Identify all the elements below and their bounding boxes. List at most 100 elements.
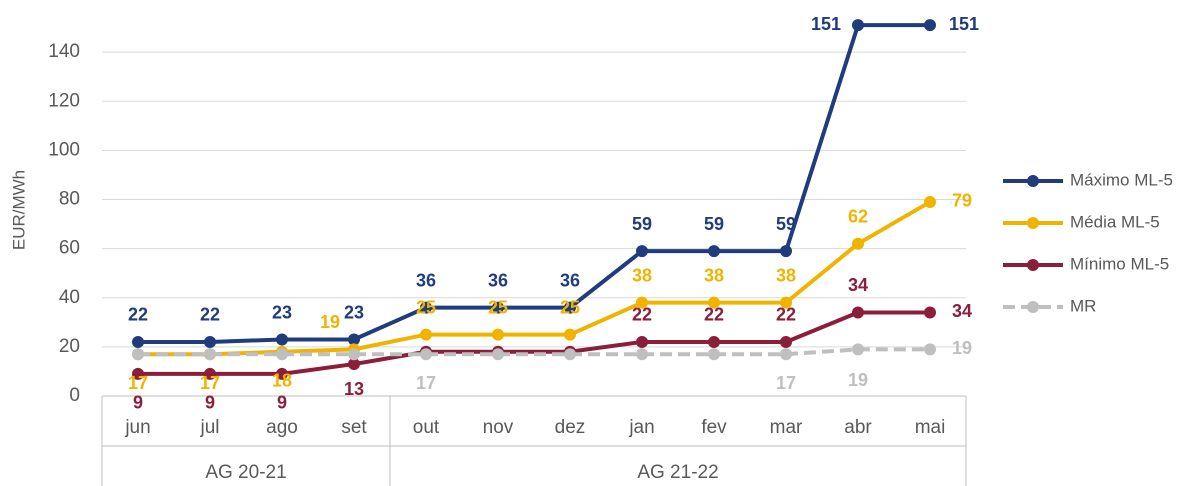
data-label: 23 bbox=[344, 302, 364, 322]
data-label: 17 bbox=[416, 373, 436, 393]
legend-marker bbox=[1027, 217, 1039, 229]
data-point bbox=[780, 335, 792, 348]
data-point bbox=[636, 245, 648, 258]
data-point bbox=[276, 348, 288, 361]
data-point bbox=[708, 296, 720, 309]
data-label: 9 bbox=[277, 393, 287, 413]
series-line bbox=[138, 310, 930, 376]
legend-marker bbox=[1027, 259, 1039, 271]
data-label: 36 bbox=[416, 270, 436, 290]
x-tick-label: mai bbox=[915, 417, 946, 438]
data-point bbox=[492, 301, 504, 314]
data-point bbox=[780, 296, 792, 309]
data-point bbox=[276, 367, 288, 380]
x-tick-label: jun bbox=[124, 417, 150, 438]
data-point bbox=[924, 19, 936, 32]
group-label: AG 21-22 bbox=[637, 462, 718, 483]
data-label: 25 bbox=[488, 297, 508, 317]
x-tick-label: mar bbox=[770, 417, 803, 438]
x-tick-label: fev bbox=[701, 417, 727, 438]
data-point bbox=[132, 367, 144, 380]
data-point bbox=[204, 348, 216, 361]
data-point bbox=[492, 348, 504, 361]
data-point bbox=[852, 306, 864, 319]
data-point bbox=[924, 306, 936, 319]
y-tick-label: 20 bbox=[59, 336, 80, 357]
data-label: 34 bbox=[848, 275, 868, 295]
data-point bbox=[132, 348, 144, 361]
data-label: 151 bbox=[949, 14, 979, 34]
data-point bbox=[852, 237, 864, 250]
x-tick-label: ago bbox=[266, 417, 298, 438]
data-label: 17 bbox=[200, 373, 220, 393]
x-tick-label: nov bbox=[483, 417, 514, 438]
y-tick-label: 60 bbox=[59, 238, 80, 259]
data-label: 34 bbox=[952, 301, 972, 321]
y-tick-label: 120 bbox=[48, 90, 80, 111]
data-label: 19 bbox=[848, 370, 868, 390]
y-tick-label: 0 bbox=[69, 385, 80, 406]
data-point bbox=[564, 328, 576, 341]
data-point bbox=[348, 358, 360, 371]
x-tick-label: dez bbox=[555, 417, 586, 438]
data-label: 36 bbox=[560, 270, 580, 290]
data-point bbox=[492, 328, 504, 341]
legend-marker bbox=[1027, 301, 1039, 313]
data-point bbox=[348, 333, 360, 346]
data-point bbox=[780, 348, 792, 361]
data-label: 23 bbox=[272, 302, 292, 322]
data-label: 36 bbox=[488, 270, 508, 290]
x-tick-label: jan bbox=[628, 417, 654, 438]
data-label: 59 bbox=[632, 214, 652, 234]
data-point bbox=[708, 245, 720, 258]
data-point bbox=[924, 343, 936, 356]
y-axis-label: EUR/MWh bbox=[9, 170, 28, 250]
data-point bbox=[780, 245, 792, 258]
data-point bbox=[564, 301, 576, 314]
x-tick-label: jul bbox=[199, 417, 219, 438]
data-point bbox=[204, 367, 216, 380]
data-label: 22 bbox=[128, 305, 148, 325]
data-point bbox=[636, 296, 648, 309]
x-tick-label: out bbox=[413, 417, 440, 438]
legend-label: Máximo ML-5 bbox=[1070, 170, 1173, 189]
series-line bbox=[138, 200, 932, 357]
data-point bbox=[924, 195, 936, 208]
data-point bbox=[852, 343, 864, 356]
data-label: 25 bbox=[416, 297, 436, 317]
data-point bbox=[708, 335, 720, 348]
data-point bbox=[132, 335, 144, 348]
data-point bbox=[276, 333, 288, 346]
data-label: 62 bbox=[848, 206, 868, 226]
data-point bbox=[204, 335, 216, 348]
legend-label: Média ML-5 bbox=[1070, 212, 1160, 231]
y-tick-label: 100 bbox=[48, 139, 80, 160]
data-point bbox=[564, 348, 576, 361]
data-label: 13 bbox=[344, 379, 364, 399]
y-tick-label: 40 bbox=[59, 287, 80, 308]
data-label: 38 bbox=[704, 265, 724, 285]
legend-label: Mínimo ML-5 bbox=[1070, 254, 1169, 273]
data-label: 59 bbox=[776, 214, 796, 234]
data-label: 9 bbox=[205, 393, 215, 413]
data-label: 59 bbox=[704, 214, 724, 234]
data-label: 22 bbox=[704, 305, 724, 325]
data-point bbox=[348, 348, 360, 361]
data-label: 19 bbox=[320, 312, 340, 332]
x-tick-label: abr bbox=[844, 417, 872, 438]
data-label: 79 bbox=[952, 191, 972, 211]
data-label: 9 bbox=[133, 393, 143, 413]
legend-marker bbox=[1027, 175, 1039, 187]
data-label: 38 bbox=[632, 265, 652, 285]
y-tick-label: 140 bbox=[48, 41, 80, 62]
data-label: 151 bbox=[811, 14, 841, 34]
data-point bbox=[708, 348, 720, 361]
data-label: 18 bbox=[272, 371, 292, 391]
data-label: 38 bbox=[776, 265, 796, 285]
data-label: 22 bbox=[200, 305, 220, 325]
group-label: AG 20-21 bbox=[205, 462, 286, 483]
x-tick-label: set bbox=[341, 417, 367, 438]
data-label: 22 bbox=[632, 305, 652, 325]
y-tick-label: 80 bbox=[59, 189, 80, 210]
